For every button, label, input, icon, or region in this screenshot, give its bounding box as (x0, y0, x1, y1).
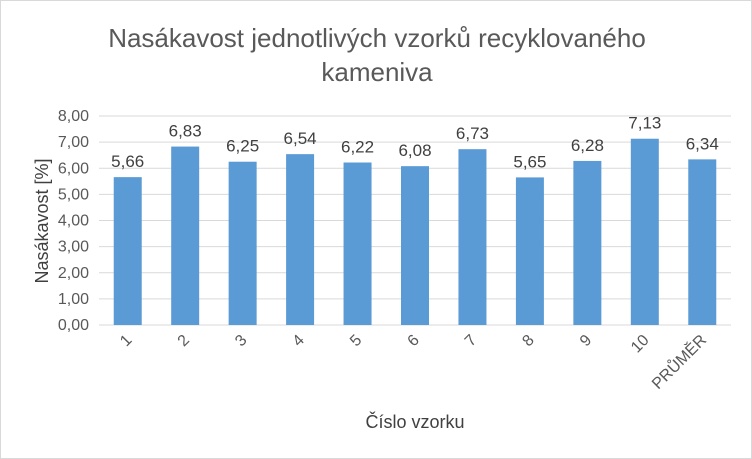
data-label: 6,73 (456, 124, 489, 143)
y-axis-ticks: 0,00 1,00 2,00 3,00 4,00 5,00 6,00 7,00 8,00 (58, 108, 89, 334)
bars (113, 138, 717, 325)
data-label: 5,66 (111, 152, 144, 171)
x-tick-label: 2 (175, 332, 193, 350)
x-tick-label: 8 (519, 332, 537, 350)
x-tick-label: 7 (462, 332, 480, 350)
data-label: 6,83 (169, 122, 202, 141)
y-tick-label: 3,00 (58, 239, 89, 256)
data-labels: 5,66 6,83 6,25 6,54 6,22 6,08 6,73 5,65 6,28 7,13… (111, 114, 719, 172)
y-tick-label: 1,00 (58, 291, 89, 308)
data-label: 6,54 (284, 129, 317, 148)
x-tick-label: 4 (290, 332, 308, 350)
x-tick-label: 5 (347, 332, 365, 350)
y-tick-label: 0,00 (58, 317, 89, 334)
x-tick-label: 1 (117, 332, 135, 350)
data-label: 6,25 (226, 137, 259, 156)
y-tick-label: 5,00 (58, 186, 89, 203)
x-tick-label: PRŮMĚR (648, 330, 710, 392)
x-tick-label: 6 (405, 332, 423, 350)
y-tick-label: 8,00 (58, 108, 89, 125)
x-tick-label: 9 (577, 332, 595, 350)
bar (401, 166, 429, 325)
bar (458, 149, 487, 325)
chart-title-line-1: Nasákavost jednotlivých vzorků recyklova… (108, 23, 646, 53)
bar (228, 161, 257, 325)
y-tick-label: 7,00 (58, 134, 89, 151)
y-axis-label: Nasákavost [%] (32, 158, 52, 283)
bar (343, 162, 372, 325)
y-tick-label: 2,00 (58, 265, 89, 282)
x-tick-label: 3 (232, 332, 250, 350)
bar (630, 138, 659, 325)
chart-title-line-2: kameniva (321, 57, 433, 87)
x-tick-label: 10 (628, 332, 653, 357)
bar (688, 159, 717, 325)
bar (113, 177, 142, 325)
bar (171, 146, 200, 325)
data-label: 5,65 (513, 152, 546, 171)
data-label: 6,34 (686, 134, 719, 153)
data-label: 6,08 (398, 141, 431, 160)
bar (286, 154, 315, 325)
bar (515, 177, 544, 325)
bar (573, 160, 602, 325)
data-label: 7,13 (628, 114, 661, 133)
y-tick-label: 4,00 (58, 213, 89, 230)
y-tick-label: 6,00 (58, 160, 89, 177)
x-axis-label: Číslo vzorku (365, 411, 464, 432)
data-label: 6,22 (341, 138, 374, 157)
data-label: 6,28 (571, 136, 604, 155)
